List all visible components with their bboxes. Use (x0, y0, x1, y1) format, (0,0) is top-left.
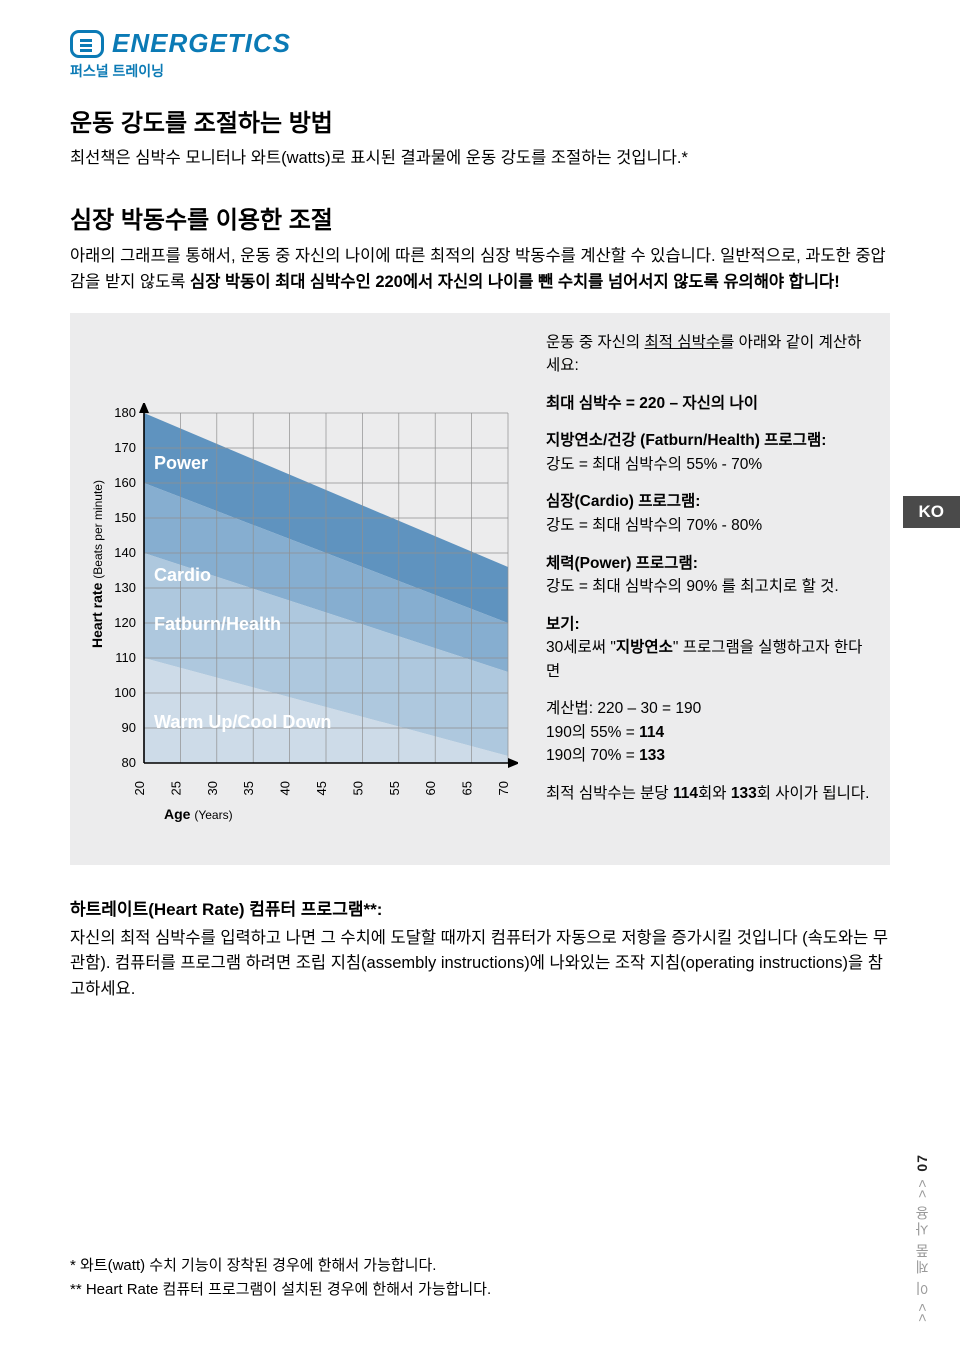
svg-text:120: 120 (114, 615, 136, 630)
chart-container: 80 90 100 110 120 130 140 150 160 170 180 20 25 30 35 4… (88, 331, 518, 843)
svg-text:65: 65 (460, 781, 475, 795)
svg-text:60: 60 (423, 781, 438, 795)
section-body-heartrate: 아래의 그래프를 통해서, 운동 중 자신의 나이에 따른 최적의 심장 박동수… (70, 243, 890, 295)
section-body-intensity: 최선책은 심박수 모니터나 와트(watts)로 표시된 결과물에 운동 강도를… (70, 146, 890, 172)
svg-text:180: 180 (114, 405, 136, 420)
side-p7: 계산법: 220 – 30 = 190 190의 55% = 114 190의 … (546, 697, 872, 768)
side-p5: 체력(Power) 프로그램:강도 = 최대 심박수의 90% 를 최고치로 할… (546, 552, 872, 599)
logo-text: ENERGETICS (112, 28, 291, 59)
side-p6: 보기: 30세로써 "지방연소" 프로그램을 실행하고자 한다면 (546, 613, 872, 684)
svg-text:Power: Power (154, 453, 208, 473)
svg-text:55: 55 (387, 781, 402, 795)
section-title-intensity: 운동 강도를 조절하는 방법 (70, 103, 890, 138)
svg-text:20: 20 (132, 781, 147, 795)
svg-text:90: 90 (122, 720, 136, 735)
side-p3: 지방연소/건강 (Fatburn/Health) 프로그램:강도 = 최대 심박… (546, 429, 872, 476)
side-p8: 최적 심박수는 분당 114회와 133회 사이가 됩니다. (546, 782, 872, 806)
svg-text:Fatburn/Health: Fatburn/Health (154, 614, 281, 634)
svg-text:Heart rate (Beats per minute): Heart rate (Beats per minute) (89, 480, 105, 648)
lower-title: 하트레이트(Heart Rate) 컴퓨터 프로그램**: (70, 895, 890, 920)
page-side-label: >> 이 제품 사용 >> 07 (912, 1154, 932, 1322)
side-p2: 최대 심박수 = 220 – 자신의 나이 (546, 392, 872, 416)
section-title-heartrate: 심장 박동수를 이용한 조절 (70, 200, 890, 235)
body-bold: 심장 박동이 최대 심박수인 220에서 자신의 나이를 뺀 수치를 넘어서지 … (190, 273, 840, 291)
svg-text:35: 35 (241, 781, 256, 795)
logo-icon (70, 30, 104, 58)
svg-text:150: 150 (114, 510, 136, 525)
lower-section: 하트레이트(Heart Rate) 컴퓨터 프로그램**: 자신의 최적 심박수… (70, 895, 890, 1003)
svg-text:80: 80 (122, 755, 136, 770)
chart-panel: 80 90 100 110 120 130 140 150 160 170 180 20 25 30 35 4… (70, 313, 890, 865)
svg-text:110: 110 (115, 650, 136, 665)
svg-text:25: 25 (168, 781, 183, 795)
lower-body: 자신의 최적 심박수를 입력하고 나면 그 수치에 도달할 때까지 컴퓨터가 자… (70, 926, 890, 1003)
chart-side-text: 운동 중 자신의 최적 심박수를 아래와 같이 계산하세요: 최대 심박수 = … (546, 331, 872, 843)
logo-subtitle: 퍼스널 트레이닝 (70, 61, 890, 81)
svg-text:70: 70 (496, 781, 511, 795)
svg-text:140: 140 (114, 545, 136, 560)
footnote-1: * 와트(watt) 수치 기능이 장착된 경우에 한해서 가능합니다. (70, 1254, 491, 1278)
svg-text:160: 160 (114, 475, 136, 490)
svg-text:Age (Years): Age (Years) (164, 806, 233, 822)
svg-text:170: 170 (114, 440, 136, 455)
language-tab: KO (903, 496, 960, 528)
svg-text:Cardio: Cardio (154, 565, 211, 585)
heart-rate-chart: 80 90 100 110 120 130 140 150 160 170 180 20 25 30 35 4… (88, 403, 518, 843)
svg-text:130: 130 (114, 580, 136, 595)
side-p1: 운동 중 자신의 최적 심박수를 아래와 같이 계산하세요: (546, 331, 872, 378)
svg-text:45: 45 (314, 781, 329, 795)
svg-text:40: 40 (278, 781, 293, 795)
svg-text:Warm Up/Cool Down: Warm Up/Cool Down (154, 712, 331, 732)
footnotes: * 와트(watt) 수치 기능이 장착된 경우에 한해서 가능합니다. ** … (70, 1254, 491, 1302)
brand-logo: ENERGETICS (70, 28, 890, 59)
svg-text:30: 30 (205, 781, 220, 795)
svg-text:100: 100 (114, 685, 136, 700)
footnote-2: ** Heart Rate 컴퓨터 프로그램이 설치된 경우에 한해서 가능합니… (70, 1278, 491, 1302)
side-p4: 심장(Cardio) 프로그램:강도 = 최대 심박수의 70% - 80% (546, 490, 872, 537)
svg-text:50: 50 (350, 781, 365, 795)
